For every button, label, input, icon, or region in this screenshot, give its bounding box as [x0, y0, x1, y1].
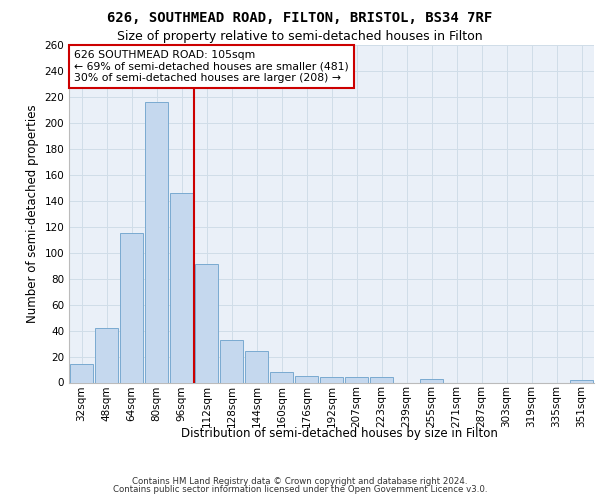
Bar — [420, 378, 443, 382]
Bar — [295, 376, 318, 382]
Bar — [170, 193, 193, 382]
Bar — [95, 328, 118, 382]
Bar — [70, 364, 93, 382]
Bar — [220, 340, 243, 382]
Bar — [320, 378, 343, 382]
Text: Size of property relative to semi-detached houses in Filton: Size of property relative to semi-detach… — [117, 30, 483, 43]
Bar — [345, 378, 368, 382]
Bar — [270, 372, 293, 382]
Bar — [370, 378, 393, 382]
Y-axis label: Number of semi-detached properties: Number of semi-detached properties — [26, 104, 39, 323]
Bar — [120, 233, 143, 382]
Text: Contains public sector information licensed under the Open Government Licence v3: Contains public sector information licen… — [113, 485, 487, 494]
Bar — [195, 264, 218, 382]
Bar — [145, 102, 168, 382]
Text: Distribution of semi-detached houses by size in Filton: Distribution of semi-detached houses by … — [181, 428, 497, 440]
Text: Contains HM Land Registry data © Crown copyright and database right 2024.: Contains HM Land Registry data © Crown c… — [132, 477, 468, 486]
Bar — [570, 380, 593, 382]
Text: 626 SOUTHMEAD ROAD: 105sqm
← 69% of semi-detached houses are smaller (481)
30% o: 626 SOUTHMEAD ROAD: 105sqm ← 69% of semi… — [74, 50, 349, 84]
Bar — [245, 352, 268, 382]
Text: 626, SOUTHMEAD ROAD, FILTON, BRISTOL, BS34 7RF: 626, SOUTHMEAD ROAD, FILTON, BRISTOL, BS… — [107, 11, 493, 25]
